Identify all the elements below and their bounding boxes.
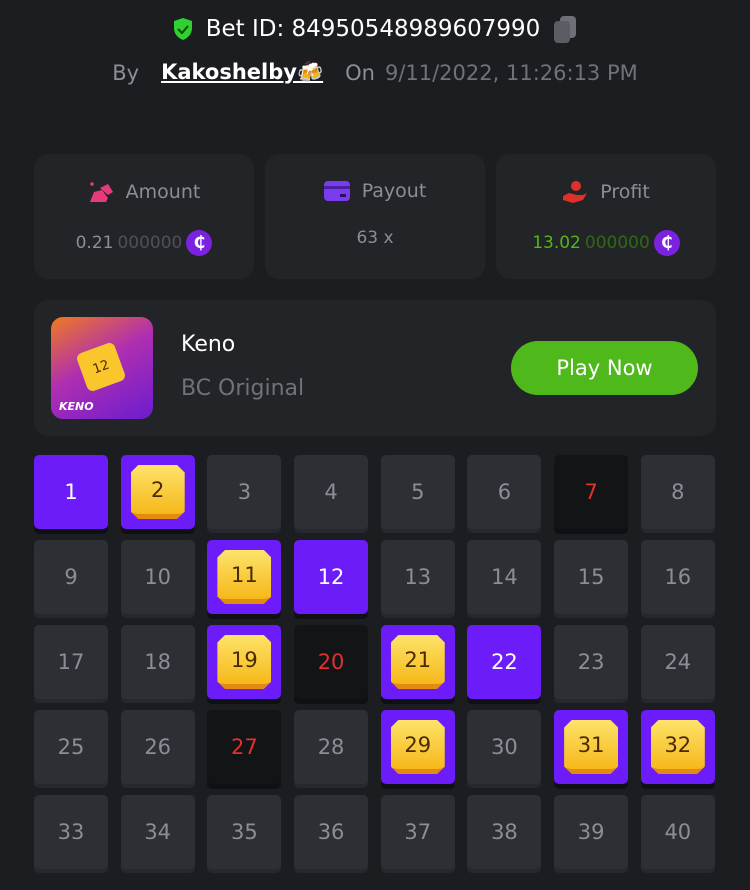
keno-cell: 10 — [120, 540, 195, 614]
keno-cell-drawn: 20 — [294, 625, 369, 699]
amount-label: Amount — [125, 181, 201, 203]
gem-icon: 19 — [217, 635, 272, 689]
profit-hand-icon — [563, 181, 588, 203]
bet-id-row: Bet ID: 84950548989607990 — [0, 14, 750, 44]
keno-cell: 34 — [120, 795, 195, 869]
keno-cell: 8 — [640, 455, 715, 529]
gem-icon: 29 — [390, 720, 445, 774]
copy-icon[interactable] — [552, 14, 578, 44]
keno-cell: 26 — [120, 710, 195, 784]
keno-cell-hit: 31 — [554, 710, 629, 784]
gem-icon: 32 — [650, 720, 705, 774]
keno-cell-hit: 29 — [380, 710, 455, 784]
keno-cell-selected: 22 — [467, 625, 542, 699]
keno-cell-hit: 32 — [640, 710, 715, 784]
bet-meta: By Kakoshelby🍻 On 9/11/2022, 11:26:13 PM — [0, 60, 750, 85]
bet-date: 9/11/2022, 11:26:13 PM — [384, 60, 638, 85]
keno-grid: 1 2 3 4 5 6 7 8 9 10 11 12 13 14 15 16 17 18 19 20 21 22 23 24 2… — [34, 455, 715, 869]
on-label: On — [345, 60, 375, 85]
keno-cell: 14 — [467, 540, 542, 614]
keno-cell: 15 — [554, 540, 629, 614]
play-now-button[interactable]: Play Now — [511, 341, 698, 395]
keno-cell: 17 — [34, 625, 108, 699]
keno-cell-hit: 2 — [120, 455, 195, 529]
keno-cell: 25 — [34, 710, 108, 784]
keno-cell: 6 — [467, 455, 542, 529]
keno-cell-drawn: 7 — [554, 455, 629, 529]
keno-cell: 4 — [294, 455, 369, 529]
game-card: 12 KENO Keno BC Original Play Now — [34, 300, 716, 436]
thumb-label: KENO — [59, 400, 94, 413]
keno-cell: 16 — [640, 540, 715, 614]
user-link[interactable]: Kakoshelby🍻 — [161, 60, 324, 84]
shield-check-icon — [173, 18, 192, 40]
keno-cell: 5 — [380, 455, 455, 529]
coin-icon: ₵ — [186, 230, 213, 256]
keno-cell: 23 — [554, 625, 629, 699]
keno-cell: 9 — [34, 540, 108, 614]
keno-cell: 24 — [640, 625, 715, 699]
keno-cell: 40 — [640, 795, 715, 869]
keno-cell-hit: 21 — [380, 625, 455, 699]
keno-cell: 35 — [207, 795, 282, 869]
keno-cell-selected: 1 — [34, 455, 108, 529]
coin-icon: ₵ — [653, 230, 680, 256]
game-name: Keno — [181, 332, 236, 357]
keno-cell: 18 — [120, 625, 195, 699]
payout-value: 63 x — [356, 228, 394, 248]
keno-cell: 36 — [294, 795, 369, 869]
keno-cell: 37 — [380, 795, 455, 869]
thumb-gem: 12 — [75, 341, 127, 393]
card-icon — [323, 181, 350, 201]
keno-cell: 38 — [467, 795, 542, 869]
gem-icon: 2 — [130, 465, 185, 519]
gem-icon: 31 — [564, 720, 619, 774]
profit-value: 13.02 — [532, 233, 581, 253]
profit-label: Profit — [600, 181, 650, 203]
gem-icon: 21 — [390, 635, 445, 689]
bet-id: Bet ID: 84950548989607990 — [205, 16, 541, 42]
amount-value-decimals: 000000 — [117, 233, 183, 253]
keno-cell: 39 — [554, 795, 629, 869]
profit-card: Profit 13.02 000000 ₵ — [496, 154, 716, 279]
keno-thumbnail[interactable]: 12 KENO — [51, 317, 153, 419]
keno-cell: 30 — [467, 710, 542, 784]
profit-value-decimals: 000000 — [584, 233, 650, 253]
keno-cell-hit: 11 — [207, 540, 282, 614]
by-label: By — [112, 60, 140, 85]
keno-cell-drawn: 27 — [207, 710, 282, 784]
keno-cell-hit: 19 — [207, 625, 282, 699]
keno-cell: 33 — [34, 795, 108, 869]
keno-cell: 3 — [207, 455, 282, 529]
gem-icon: 11 — [217, 550, 272, 604]
payout-card: Payout 63 x — [265, 154, 485, 279]
amount-icon — [89, 182, 113, 202]
game-subtitle: BC Original — [181, 376, 305, 401]
amount-card: Amount 0.21 000000 ₵ — [34, 154, 254, 279]
keno-cell: 13 — [380, 540, 455, 614]
keno-cell-selected: 12 — [294, 540, 369, 614]
payout-label: Payout — [361, 180, 427, 202]
keno-cell: 28 — [294, 710, 369, 784]
amount-value: 0.21 — [75, 233, 114, 253]
